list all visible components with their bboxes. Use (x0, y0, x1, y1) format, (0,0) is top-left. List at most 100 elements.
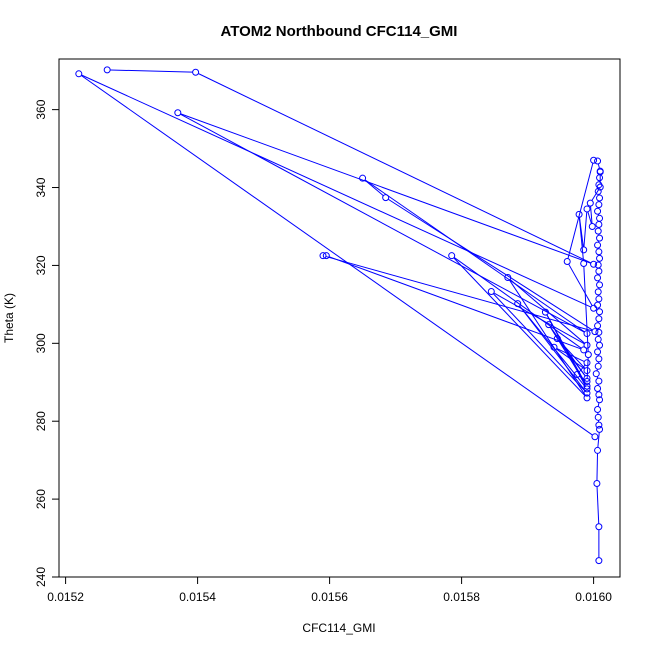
data-point (583, 341, 591, 349)
data-point (594, 348, 602, 356)
data-point (596, 281, 604, 289)
series-segment (568, 264, 593, 306)
series-segment (597, 402, 600, 407)
data-point (580, 259, 588, 267)
data-point (594, 446, 602, 454)
data-point (584, 351, 592, 359)
data-point (541, 308, 549, 316)
series-segment (587, 211, 592, 224)
series-segment (556, 348, 585, 370)
data-point (595, 355, 603, 363)
series-segment (509, 279, 586, 396)
series-segment (180, 113, 585, 333)
data-point (553, 335, 561, 343)
series-segment (509, 279, 585, 344)
data-point (595, 315, 603, 323)
y-tick-label: 240 (34, 567, 48, 587)
data-point (595, 267, 603, 275)
data-point (319, 252, 327, 260)
data-point (563, 258, 571, 266)
data-point (594, 384, 602, 392)
y-tick-label: 360 (34, 99, 48, 119)
data-point (580, 246, 588, 254)
data-point (594, 288, 602, 296)
data-point (595, 328, 603, 336)
data-point (595, 377, 603, 385)
x-tick-label: 0.0160 (575, 590, 612, 604)
data-point (596, 168, 604, 176)
data-point (583, 359, 591, 367)
series-segment (493, 292, 585, 345)
data-point (595, 295, 603, 303)
data-point (593, 480, 601, 488)
x-tick-label: 0.0156 (311, 590, 348, 604)
data-point (595, 248, 603, 256)
series-segment (364, 179, 384, 196)
series-segment (364, 179, 585, 333)
data-point (583, 389, 591, 397)
x-tick-label: 0.0152 (47, 590, 84, 604)
data-point (596, 308, 604, 316)
data-point (590, 260, 598, 268)
data-point (596, 396, 604, 404)
data-point (359, 174, 367, 182)
series-segment (583, 212, 588, 247)
plot-frame (58, 58, 621, 578)
data-point (591, 433, 599, 441)
data-point (594, 301, 602, 309)
series-segment (453, 257, 586, 396)
data-point (545, 321, 553, 329)
data-point (596, 194, 604, 202)
series-segment (325, 256, 592, 332)
series-segment (567, 163, 594, 259)
series-segment (493, 293, 586, 392)
data-point (575, 210, 583, 218)
data-point (580, 346, 588, 354)
series-segment (559, 340, 586, 369)
series-segment (81, 74, 591, 308)
data-point (594, 261, 602, 269)
data-point (594, 406, 602, 414)
series-segment (578, 364, 586, 373)
series-segment (329, 256, 581, 350)
data-point (594, 241, 602, 249)
data-point (596, 234, 604, 242)
series-segment (519, 305, 586, 391)
data-point (550, 343, 558, 351)
x-axis-label: CFC114_GMI (302, 621, 375, 635)
series-segment (81, 75, 593, 436)
data-point (596, 254, 604, 262)
x-tick-label: 0.0158 (443, 590, 480, 604)
data-point (583, 205, 591, 213)
data-point (583, 385, 591, 393)
data-point (382, 194, 390, 202)
data-point (594, 413, 602, 421)
data-point (448, 252, 456, 260)
data-point (583, 374, 591, 382)
data-point (596, 174, 604, 182)
series-segment (556, 348, 585, 362)
chart-title: ATOM2 Northbound CFC114_GMI (221, 23, 458, 40)
series-segment (596, 453, 598, 481)
data-point (594, 207, 602, 215)
data-point (192, 68, 200, 76)
y-tick-label: 340 (34, 177, 48, 197)
data-point (595, 523, 603, 531)
series-segment (596, 486, 600, 524)
series-segment (180, 113, 591, 264)
data-point (583, 377, 591, 385)
series-points (75, 66, 604, 565)
data-point (583, 330, 591, 338)
data-point (586, 199, 594, 207)
x-axis: 0.0152 0.0154 0.0156 0.0158 0.0160 (47, 576, 612, 604)
data-point (594, 274, 602, 282)
data-point (592, 370, 600, 378)
data-point (594, 362, 602, 370)
data-point (322, 252, 330, 260)
y-tick-label: 280 (34, 411, 48, 431)
y-axis-label: Theta (K) (2, 293, 16, 343)
data-point (590, 156, 598, 164)
series-segment (388, 198, 593, 331)
data-point (594, 322, 602, 330)
